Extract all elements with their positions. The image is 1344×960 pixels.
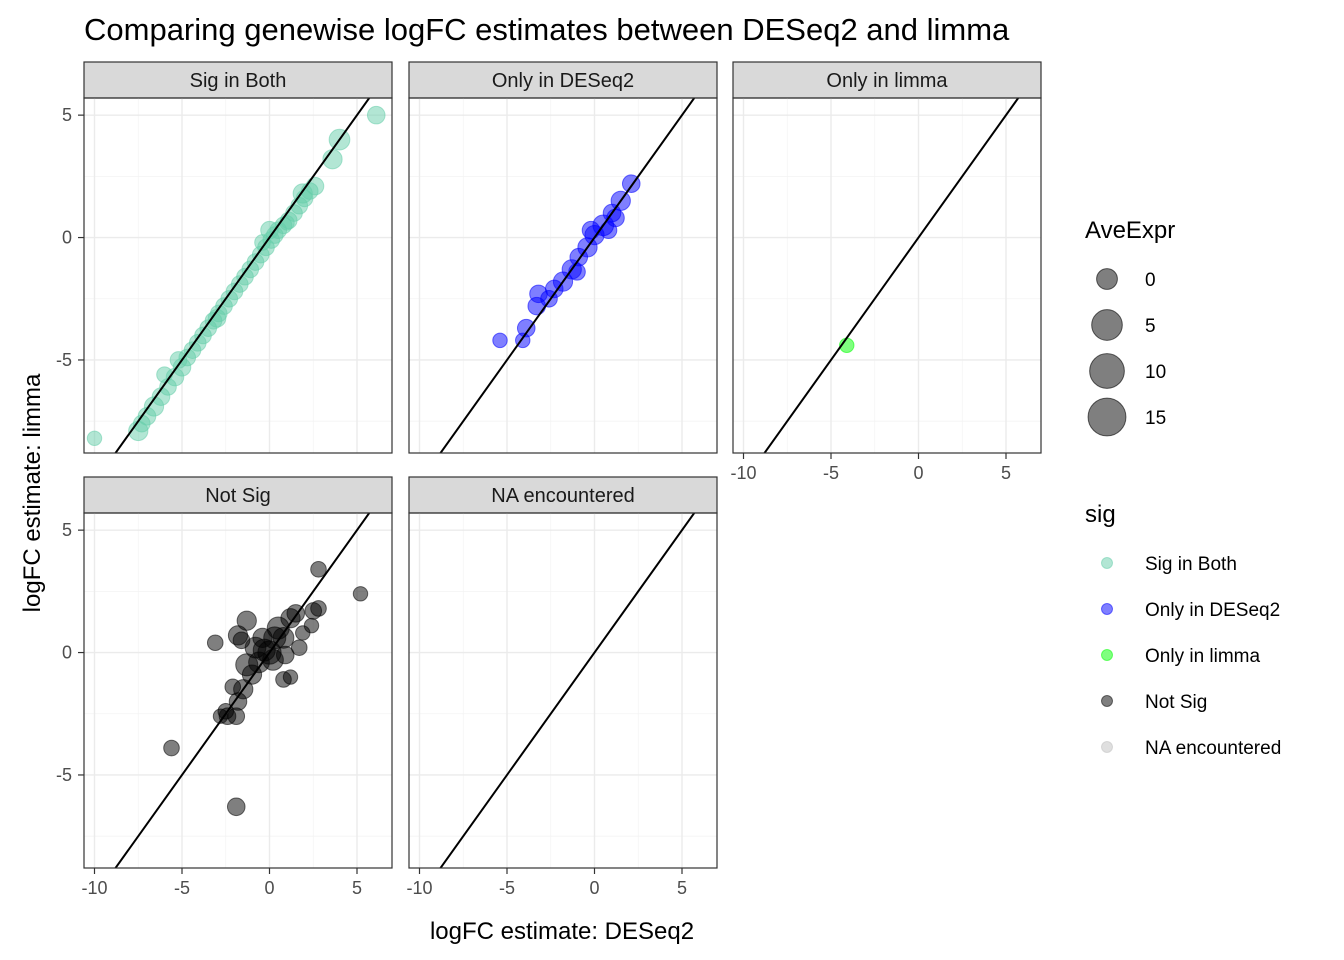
legend-color-label: Sig in Both: [1145, 554, 1237, 575]
legend-color-key: [1101, 649, 1113, 661]
x-tick-label: -10: [730, 463, 756, 483]
panel-border: [408, 97, 718, 454]
data-point: [492, 332, 508, 349]
legend-size-label: 10: [1145, 362, 1166, 383]
legend-size-label: 0: [1145, 270, 1156, 291]
data-point: [263, 626, 287, 650]
facet-panel: Only in DESeq2: [408, 61, 718, 454]
data-point: [169, 351, 188, 369]
legend-size-key: [1089, 353, 1125, 389]
legend: AveExpr 0 5 10 15 sig Sig in Both Only in DESeq…: [1085, 217, 1281, 759]
legend-size-key: [1087, 397, 1127, 437]
reference-line: [114, 513, 371, 868]
facet-strip-label: Sig in Both: [190, 70, 287, 92]
panel-border: [732, 97, 1042, 454]
legend-color-key: [1101, 603, 1113, 615]
facet-strip: [732, 61, 1042, 99]
panel-border: [83, 97, 393, 454]
facet-panel: Sig in Both -5 0 5: [56, 61, 393, 454]
y-tick-label: 5: [62, 520, 72, 540]
x-tick-label: 0: [913, 463, 923, 483]
legend-color-key: [1101, 557, 1113, 569]
facet-strip-label: Only in DESeq2: [492, 70, 634, 92]
y-tick-label: 0: [62, 643, 72, 663]
legend-color-label: NA encountered: [1145, 738, 1281, 759]
data-point: [254, 234, 271, 251]
reference-line: [439, 513, 696, 868]
legend-color-label: Not Sig: [1145, 692, 1207, 713]
data-point: [599, 221, 618, 240]
facet-panel: Not Sig -5 0 5 -10 -5 0 5: [56, 476, 393, 898]
x-tick-label: 5: [1001, 463, 1011, 483]
x-tick-label: -5: [499, 878, 515, 898]
data-point: [581, 220, 601, 240]
panel-plot-area: [84, 98, 392, 453]
x-tick-label: 0: [589, 878, 599, 898]
facet-strip-label: Only in limma: [826, 70, 948, 92]
data-point: [156, 366, 173, 383]
data-point: [212, 708, 229, 724]
facet-panel: Only in limma -10 -5 0 5: [730, 61, 1042, 483]
legend-size-key: [1096, 268, 1118, 290]
facet-strip-label: Not Sig: [205, 485, 271, 507]
facet-strip-label: NA encountered: [491, 485, 634, 507]
panel-plot-area: [733, 98, 1041, 453]
panel-border: [408, 512, 718, 869]
data-point: [279, 215, 295, 231]
legend-color-key: [1101, 695, 1113, 707]
reference-line: [114, 98, 371, 453]
data-point: [227, 625, 249, 646]
x-tick-label: 5: [677, 878, 687, 898]
x-tick-label: 5: [352, 878, 362, 898]
x-tick-label: -10: [81, 878, 107, 898]
legend-title-sig: sig: [1085, 501, 1116, 528]
legend-size-label: 15: [1145, 408, 1166, 429]
legend-color-label: Only in DESeq2: [1145, 600, 1280, 621]
panel-plot-area: [409, 98, 717, 453]
y-axis-title: logFC estimate: limma: [19, 373, 46, 612]
legend-color-key: [1101, 741, 1113, 753]
y-tick-label: -5: [56, 765, 72, 785]
legend-size-label: 5: [1145, 316, 1156, 337]
reference-line: [763, 98, 1020, 453]
panel-plot-area: [409, 513, 717, 868]
facet-strip: [83, 476, 393, 514]
legend-size-key: [1091, 309, 1123, 341]
x-axis-title: logFC estimate: DESeq2: [430, 918, 694, 945]
data-point: [290, 639, 308, 656]
y-tick-label: 0: [62, 228, 72, 248]
facet-strip: [408, 61, 718, 99]
panel-plot-area: [84, 513, 392, 868]
data-point: [310, 561, 327, 578]
data-point: [295, 625, 311, 641]
data-point: [275, 671, 292, 688]
legend-color-label: Only in limma: [1145, 646, 1261, 667]
data-point: [86, 430, 103, 447]
data-point: [366, 105, 386, 125]
chart-title: Comparing genewise logFC estimates betwe…: [84, 12, 1010, 47]
panel-border: [83, 512, 393, 869]
data-point: [226, 797, 246, 817]
facet-panels: Sig in Both -5 0 5 Only in DESeq2 Only in lim…: [56, 61, 1042, 898]
legend-title-aveexpr: AveExpr: [1085, 217, 1175, 244]
y-tick-label: -5: [56, 350, 72, 370]
x-tick-label: -5: [823, 463, 839, 483]
data-point: [244, 636, 267, 659]
y-tick-label: 5: [62, 105, 72, 125]
data-point: [352, 586, 369, 602]
data-point: [304, 602, 323, 620]
facet-panel: NA encountered -10 -5 0 5: [406, 476, 718, 898]
x-tick-label: -10: [406, 878, 432, 898]
reference-line: [439, 98, 696, 453]
facet-strip: [83, 61, 393, 99]
data-point: [224, 678, 242, 696]
data-point: [163, 739, 180, 757]
facet-strip: [408, 476, 718, 514]
x-tick-label: 0: [264, 878, 274, 898]
x-tick-label: -5: [174, 878, 190, 898]
data-point: [206, 634, 224, 652]
